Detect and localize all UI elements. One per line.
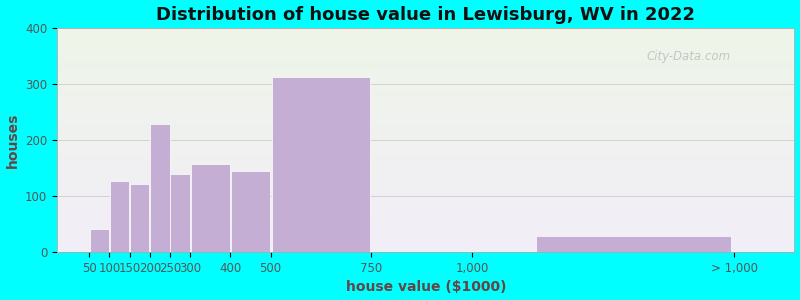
Title: Distribution of house value in Lewisburg, WV in 2022: Distribution of house value in Lewisburg… <box>156 6 695 24</box>
Bar <box>110 181 130 252</box>
Bar <box>170 174 190 252</box>
Bar <box>535 236 731 252</box>
Bar <box>231 171 270 252</box>
Bar <box>190 164 230 252</box>
X-axis label: house value ($1000): house value ($1000) <box>346 280 506 294</box>
Bar <box>90 229 109 252</box>
Y-axis label: houses: houses <box>6 112 19 168</box>
Bar <box>272 77 370 252</box>
Bar <box>150 124 170 252</box>
Bar <box>130 184 150 252</box>
Text: City-Data.com: City-Data.com <box>647 50 731 63</box>
